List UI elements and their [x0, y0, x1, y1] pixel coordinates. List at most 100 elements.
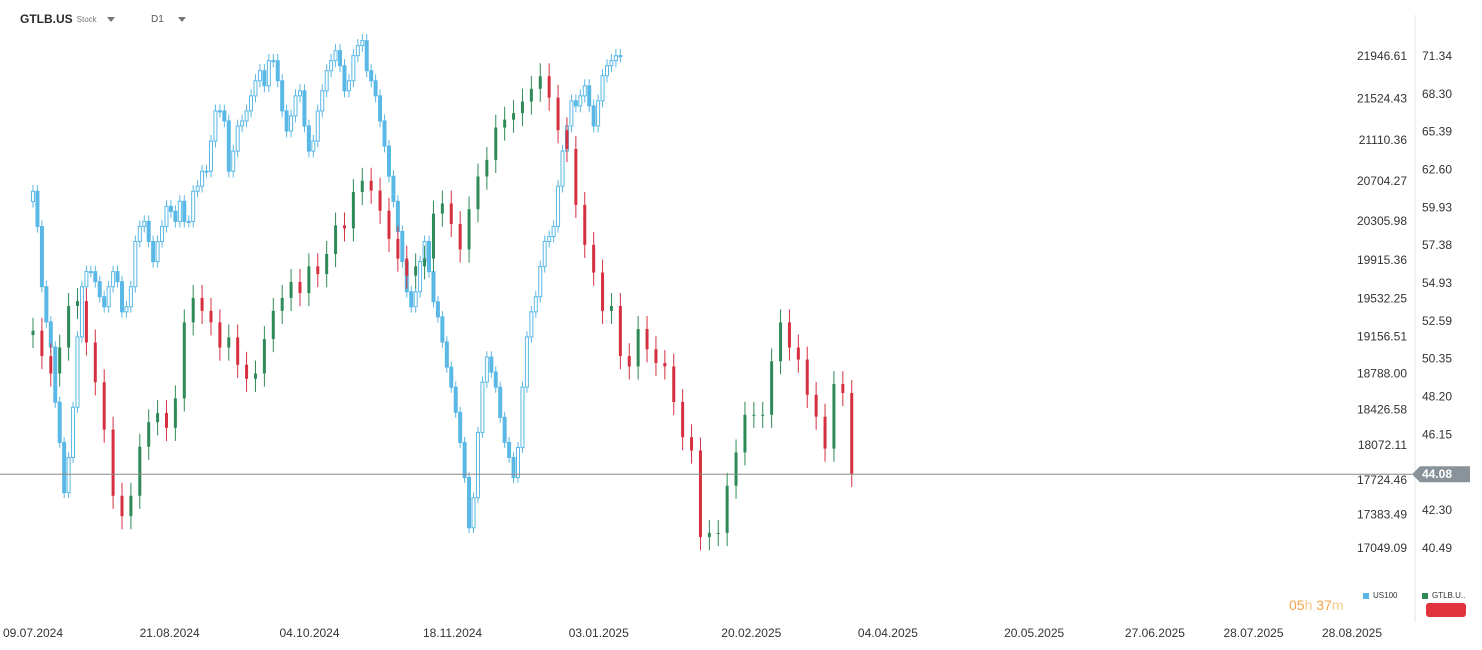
candle-body: [672, 366, 676, 403]
candle-body: [592, 244, 596, 273]
candle-body: [245, 364, 249, 379]
candle-body: [236, 337, 240, 365]
symbol-selector[interactable]: GTLB.US Stock: [20, 10, 115, 28]
candle-body: [409, 291, 414, 308]
candle-body: [133, 241, 138, 288]
candle-body: [164, 412, 168, 428]
candle-body: [151, 241, 156, 263]
candle-body: [84, 301, 88, 343]
candle-body: [79, 286, 84, 338]
x-tick-label: 03.01.2025: [569, 626, 629, 640]
candle-body: [471, 497, 476, 529]
timer-hours: 05: [1289, 597, 1305, 613]
candle-body: [494, 127, 498, 160]
timeframe-selector[interactable]: D1: [151, 10, 186, 28]
legend-label-gtlb: GTLB.U..: [1432, 591, 1466, 600]
candle-body: [200, 297, 204, 311]
candle-body: [520, 386, 525, 448]
legend-us100[interactable]: US100: [1363, 591, 1397, 600]
chevron-down-icon: [177, 16, 186, 22]
candle-body: [761, 414, 765, 416]
right-axis-tick-label: 54.93: [1422, 276, 1452, 290]
candle-body: [342, 65, 347, 92]
candle-body: [823, 416, 827, 449]
candle-body: [725, 485, 729, 533]
candle-body: [458, 411, 463, 443]
candle-body: [396, 238, 400, 259]
right-axis-tick-label: 59.93: [1422, 200, 1452, 214]
candle-body: [538, 266, 543, 298]
candle-body: [333, 50, 338, 62]
left-axis-tick-label: 18788.00: [1357, 366, 1407, 380]
candle-body: [511, 456, 516, 479]
candle-body: [275, 60, 280, 82]
candle-body: [458, 223, 462, 250]
legend-gtlb[interactable]: GTLB.U..: [1422, 591, 1465, 600]
candle-body: [53, 346, 58, 403]
candle-body: [529, 88, 533, 102]
x-tick-label: 20.05.2025: [1004, 626, 1064, 640]
x-tick-label: 04.04.2025: [858, 626, 918, 640]
candle-body: [502, 416, 507, 443]
candle-body: [40, 330, 44, 357]
candle-body: [382, 120, 387, 147]
candle-body: [618, 55, 623, 58]
candle-body: [542, 241, 547, 268]
candle-body: [547, 76, 551, 98]
candle-body: [449, 203, 453, 224]
candle-body: [400, 230, 405, 263]
candle-body: [271, 310, 275, 340]
timer-minutes-unit: m: [1331, 597, 1344, 613]
candle-body: [240, 120, 245, 127]
candle-body: [596, 100, 601, 127]
x-tick-label: 27.06.2025: [1125, 626, 1185, 640]
candle-body: [503, 119, 507, 128]
candle-body: [360, 40, 365, 47]
candle-body: [498, 386, 503, 418]
candle-body: [418, 261, 423, 293]
candle-body: [413, 291, 418, 308]
candle-body: [681, 402, 685, 438]
candle-body: [311, 140, 316, 152]
candle-body: [565, 130, 569, 149]
candle-body: [423, 258, 427, 267]
right-axis-tick-label: 57.38: [1422, 238, 1452, 252]
right-axis-tick-label: 48.20: [1422, 390, 1452, 404]
candle-body: [698, 450, 702, 538]
candle-body: [31, 330, 35, 336]
right-axis-tick-label: 65.39: [1422, 125, 1452, 139]
x-tick-label: 28.08.2025: [1322, 626, 1382, 640]
candle-body: [71, 406, 76, 458]
candle-body: [663, 363, 667, 367]
candle-body: [645, 329, 649, 350]
candle-body: [618, 305, 622, 357]
right-axis-tick-label: 52.59: [1422, 314, 1452, 328]
candle-body: [137, 225, 142, 243]
candle-body: [324, 70, 329, 92]
candle-body: [334, 225, 338, 254]
candle-body: [529, 311, 534, 338]
left-axis-tick-label: 19156.51: [1357, 329, 1407, 343]
candle-body: [293, 95, 298, 117]
candle-body: [373, 80, 378, 97]
candle-body: [338, 50, 343, 67]
candle-body: [249, 95, 254, 112]
left-axis-tick-label: 17383.49: [1357, 507, 1407, 521]
candle-body: [31, 190, 35, 203]
symbol-type: Stock: [76, 14, 97, 24]
candle-body: [284, 110, 289, 132]
candle-body: [414, 266, 418, 276]
candle-body: [485, 159, 489, 177]
candle-body: [119, 281, 124, 313]
candle-body: [315, 110, 320, 142]
right-axis-tick-label: 62.60: [1422, 163, 1452, 177]
candle-body: [609, 305, 613, 311]
candle-body: [805, 359, 809, 395]
candle-body: [67, 305, 71, 348]
candle-body: [556, 185, 561, 227]
candle-body: [227, 337, 231, 348]
candle-body: [218, 322, 222, 348]
legend-label-us100: US100: [1373, 591, 1398, 600]
candle-body: [298, 281, 302, 294]
